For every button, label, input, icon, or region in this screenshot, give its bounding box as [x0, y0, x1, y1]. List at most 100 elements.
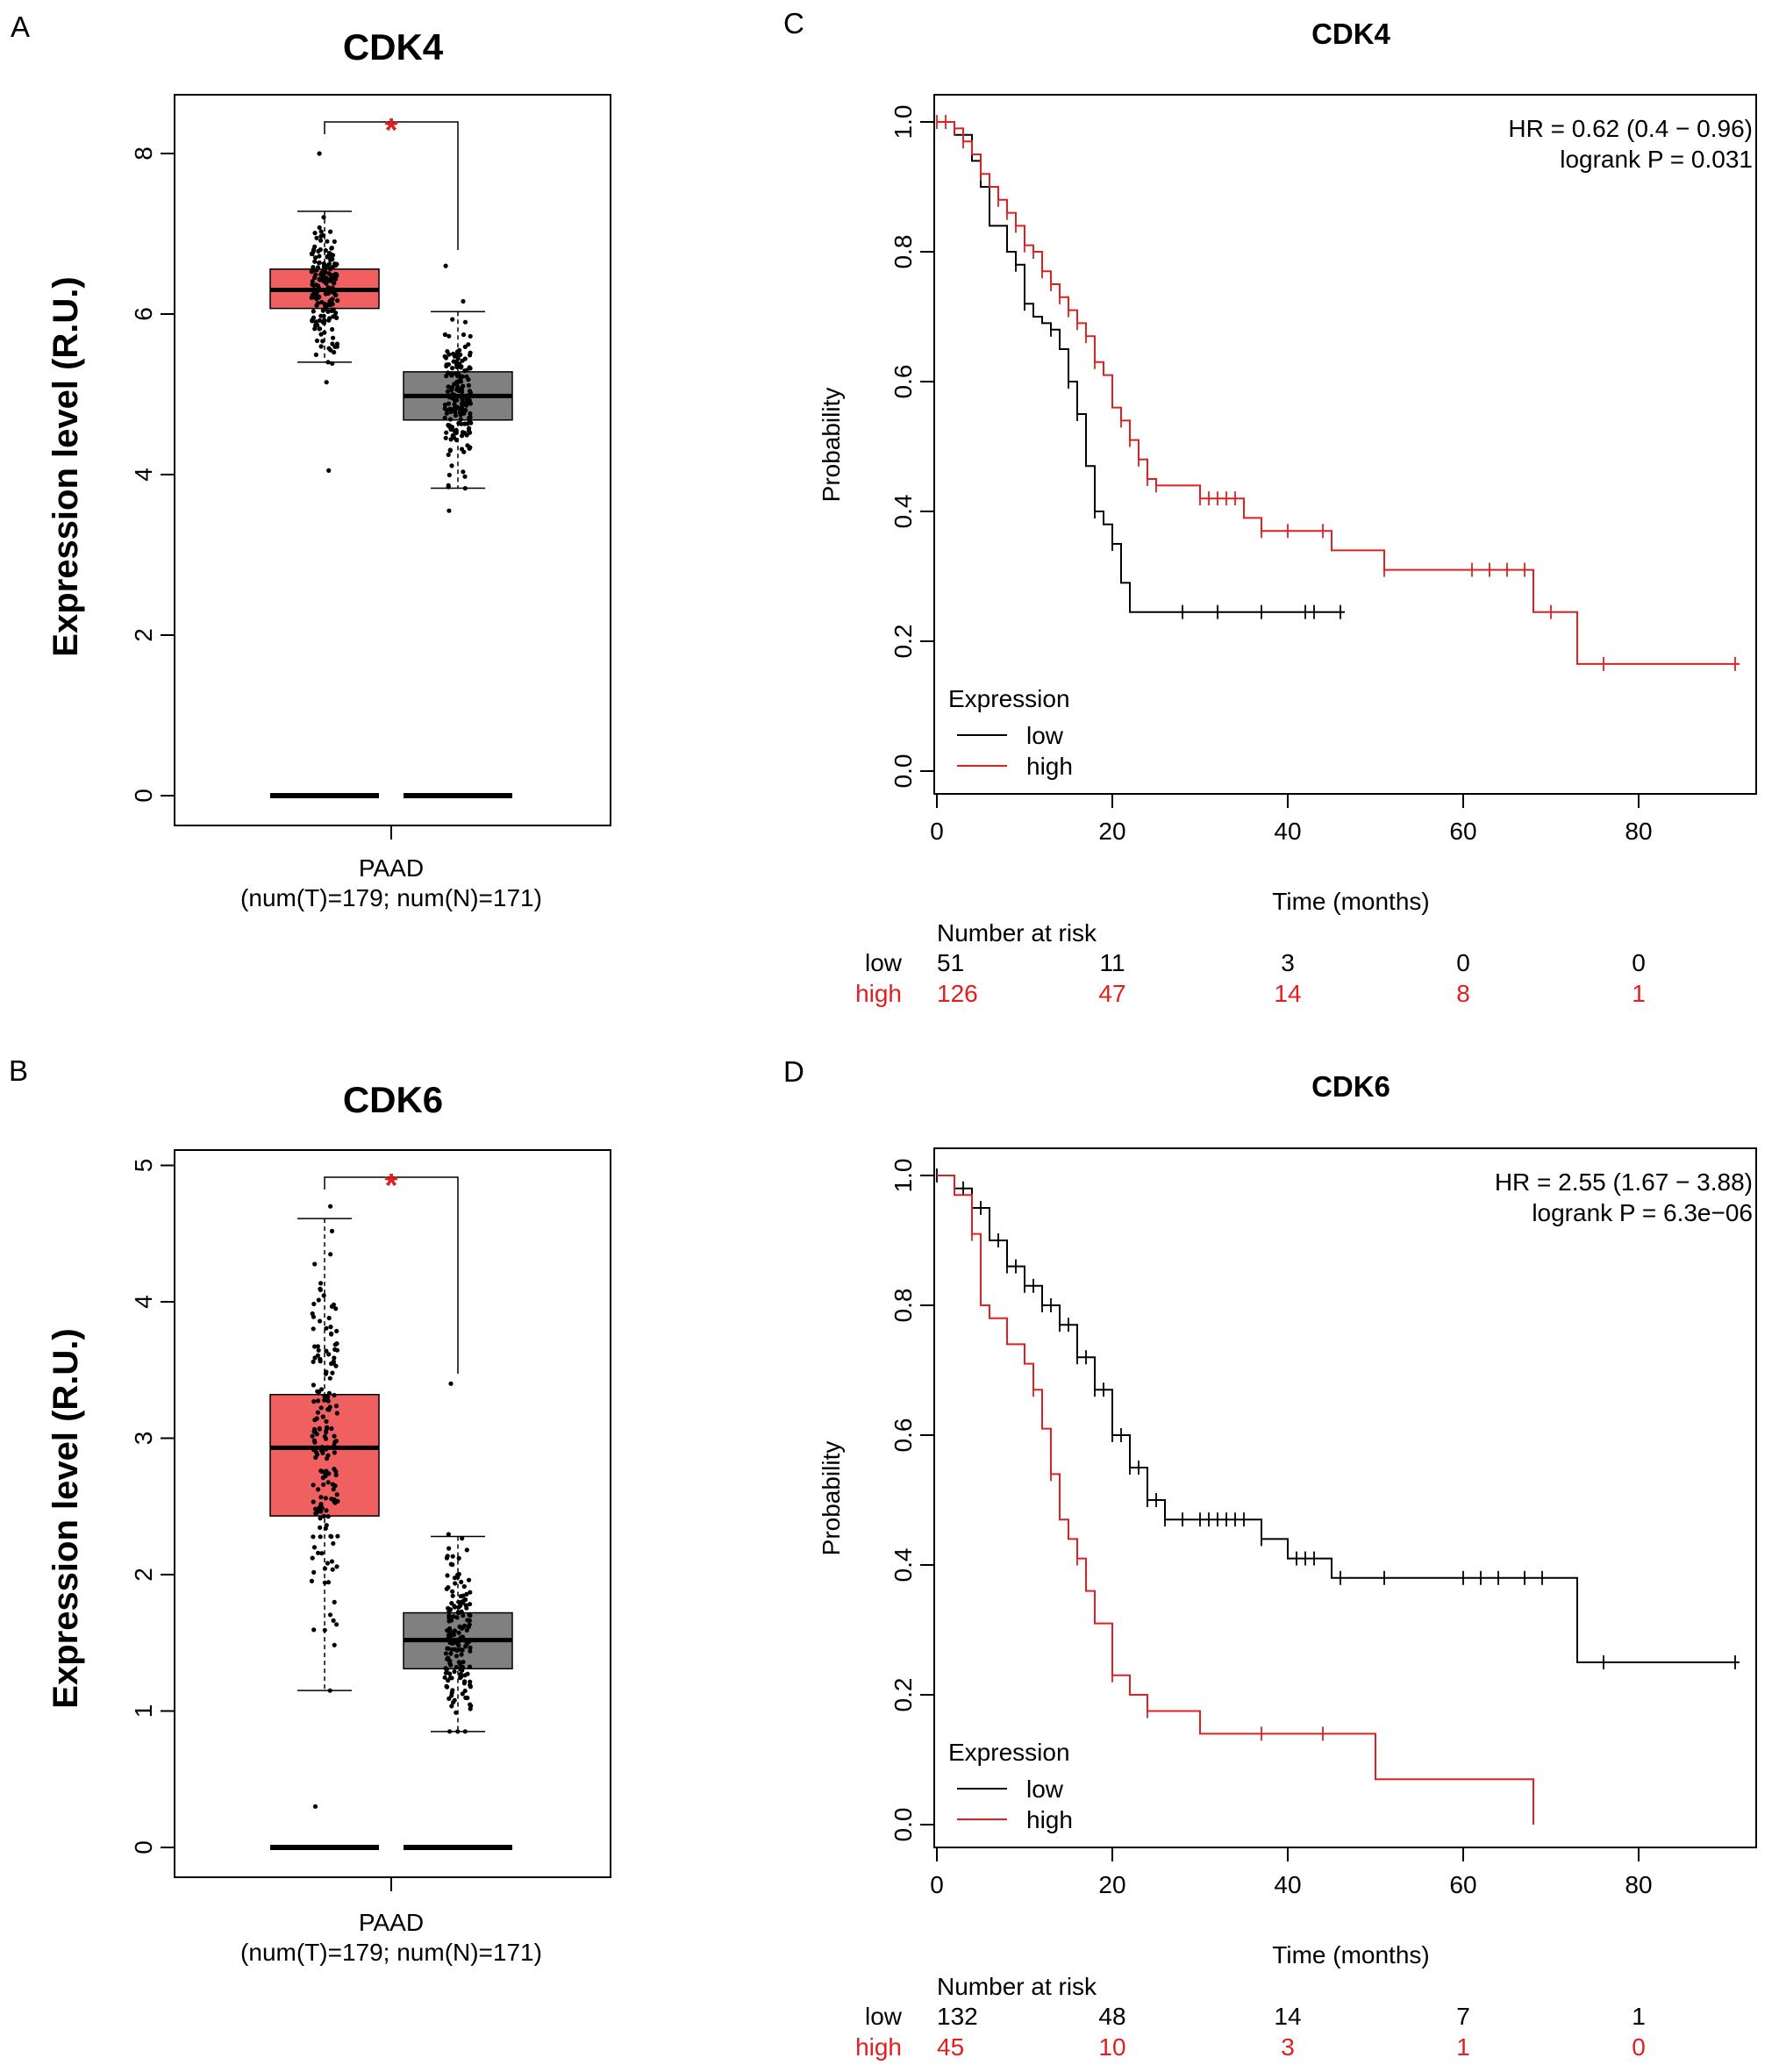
data-point — [464, 432, 469, 438]
data-point — [464, 368, 469, 373]
data-point — [462, 1623, 468, 1628]
risk-count: 48 — [1098, 2003, 1125, 2030]
data-point — [318, 1287, 323, 1292]
data-point — [318, 1509, 324, 1514]
data-point — [454, 1647, 460, 1653]
data-point — [454, 1710, 459, 1715]
legend-title: Expression — [948, 685, 1070, 712]
data-point — [326, 468, 332, 474]
data-point — [452, 1697, 457, 1703]
data-point — [318, 1516, 323, 1521]
data-point — [455, 384, 461, 389]
data-point — [312, 1440, 318, 1445]
data-point — [449, 1675, 454, 1681]
data-point — [315, 283, 321, 289]
data-point — [456, 1599, 461, 1604]
data-point — [461, 1660, 466, 1665]
data-point — [334, 272, 339, 277]
y-tick-label: 0.4 — [890, 495, 917, 529]
data-point — [446, 484, 451, 489]
data-point — [326, 1352, 332, 1357]
data-point — [442, 415, 447, 421]
data-point — [323, 247, 328, 254]
data-point — [311, 309, 316, 314]
data-point — [448, 437, 454, 442]
data-point — [312, 1344, 318, 1349]
data-point — [334, 1622, 339, 1627]
data-point — [442, 332, 447, 338]
data-point — [457, 361, 462, 367]
data-point — [329, 246, 334, 251]
data-point — [318, 1502, 324, 1507]
data-point — [333, 263, 339, 268]
data-point — [313, 1511, 318, 1516]
data-point — [321, 272, 326, 277]
data-point — [328, 276, 333, 282]
data-point — [325, 1514, 331, 1519]
data-point — [318, 1534, 323, 1540]
data-point — [329, 1304, 334, 1309]
data-point — [312, 1506, 318, 1511]
y-tick-label: 2 — [130, 628, 157, 642]
km-title: CDK4 — [1311, 18, 1390, 50]
y-axis-label: Probability — [818, 1441, 845, 1556]
data-point — [310, 292, 315, 297]
data-point — [317, 260, 322, 266]
data-point — [450, 392, 455, 397]
data-point — [451, 359, 456, 364]
data-point — [333, 1363, 339, 1368]
y-tick-label: 8 — [130, 146, 157, 161]
data-point — [326, 318, 332, 323]
data-point — [442, 1675, 447, 1680]
data-point — [459, 1579, 464, 1584]
data-point — [460, 401, 465, 406]
data-point — [312, 289, 318, 294]
data-point — [330, 1482, 335, 1487]
data-point — [316, 1550, 321, 1555]
boxplot-cdk6: CDK6 Expression level (R.U.) 0 1 2 3 4 5 * PA… — [46, 1079, 611, 1966]
data-point — [444, 407, 449, 412]
data-point — [461, 1613, 466, 1618]
data-point — [314, 1450, 319, 1455]
data-point — [311, 1399, 317, 1404]
km-plot-cdk6: CDK6 Probability Time (months) HR = 2.55… — [818, 1070, 1757, 2061]
data-point — [311, 1314, 316, 1319]
data-point — [462, 421, 468, 426]
data-point — [452, 402, 457, 407]
data-point — [458, 379, 464, 384]
data-point — [460, 1536, 465, 1541]
boxplot-title: CDK6 — [343, 1079, 443, 1120]
data-point — [323, 1496, 328, 1501]
x-tick-label: 20 — [1098, 1871, 1125, 1898]
x-tick-label: 40 — [1274, 1871, 1301, 1898]
data-point — [458, 352, 463, 357]
panel-letter-a: A — [11, 11, 30, 43]
data-point — [313, 352, 318, 357]
data-point — [312, 1804, 318, 1809]
data-point — [324, 1418, 329, 1424]
y-tick-label: 4 — [130, 1295, 157, 1309]
data-point — [468, 390, 474, 396]
data-point — [450, 1688, 455, 1693]
data-point — [448, 1651, 454, 1656]
risk-count: 11 — [1099, 949, 1125, 976]
data-point — [464, 374, 469, 379]
data-point — [450, 1589, 455, 1594]
panel-letter-c: C — [783, 7, 804, 39]
data-point — [463, 1644, 468, 1649]
y-axis-label: Expression level (R.U.) — [46, 276, 85, 656]
data-point — [468, 430, 473, 435]
boxplot-title: CDK4 — [343, 26, 444, 68]
data-point — [467, 1612, 472, 1618]
data-point — [325, 309, 331, 314]
data-point — [328, 1204, 333, 1209]
survival-curve-high — [937, 1175, 1534, 1825]
data-point — [453, 1581, 458, 1586]
data-point — [460, 1691, 465, 1697]
data-point — [462, 344, 468, 349]
data-point — [446, 1646, 451, 1651]
data-point — [324, 1447, 329, 1452]
data-point — [317, 276, 322, 282]
data-point — [325, 254, 330, 260]
data-point — [452, 1575, 458, 1581]
